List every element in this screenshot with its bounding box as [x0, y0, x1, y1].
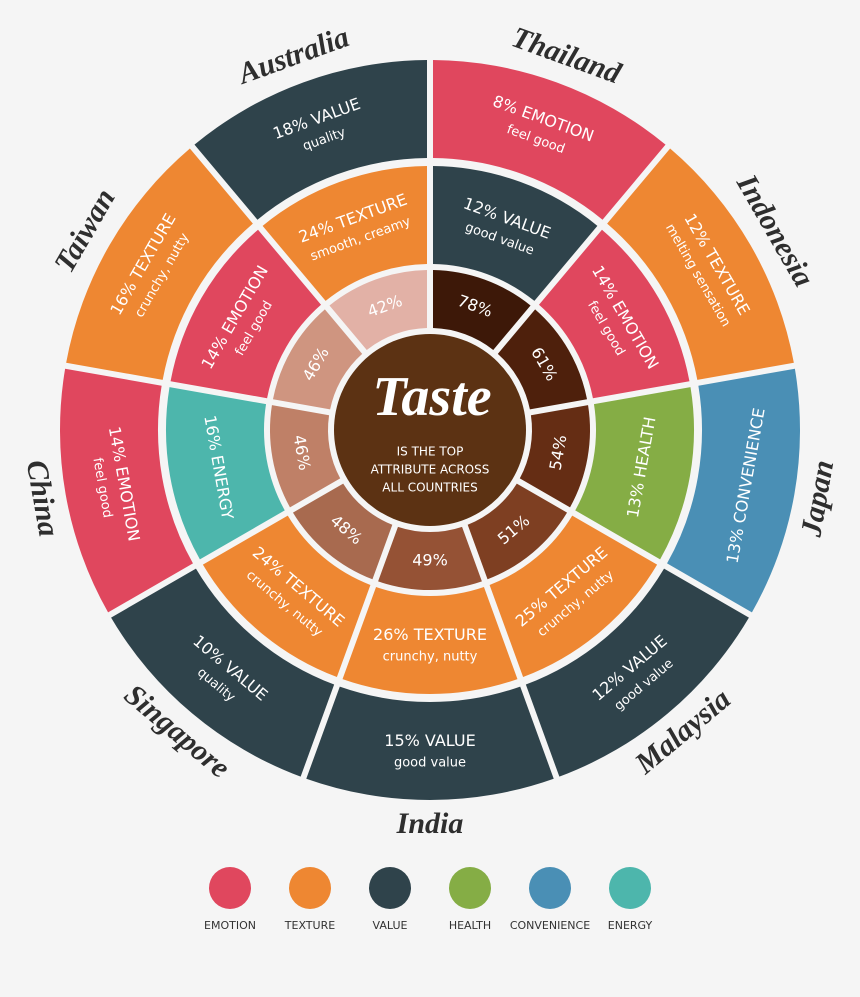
label-group: 26% TEXTURE crunchy, nutty — [373, 625, 487, 665]
attribute-pct: 26% — [373, 625, 409, 644]
outer-segment — [306, 686, 554, 800]
outer-segment — [59, 368, 193, 613]
inner-segment — [262, 166, 428, 301]
inner-segment — [170, 229, 322, 399]
center-title: Taste — [372, 366, 491, 428]
label-group: 15% VALUE good value — [384, 731, 475, 771]
taste-segment — [292, 483, 393, 580]
label-group: India — [396, 807, 464, 840]
inner-segment — [538, 229, 690, 399]
legend-swatch — [529, 867, 571, 909]
center-subtitle: IS THE TOP — [397, 445, 464, 459]
attribute-detail: crunchy, nutty — [383, 650, 478, 665]
inner-segment — [202, 515, 371, 678]
attribute-pct: 15% — [384, 731, 420, 750]
outer-segment — [525, 568, 749, 777]
legend-label: EMOTION — [204, 919, 256, 932]
legend-label: HEALTH — [449, 919, 491, 932]
country-name: China — [20, 458, 66, 539]
attribute-name: VALUE — [425, 731, 476, 750]
attribute-name: TEXTURE — [413, 625, 487, 644]
inner-segment — [432, 166, 598, 301]
country-name: India — [396, 807, 464, 840]
legend-swatch — [369, 867, 411, 909]
taste-segment — [378, 526, 482, 590]
inner-segment — [575, 387, 695, 560]
attribute-label: 26% TEXTURE — [373, 625, 487, 644]
legend-label: VALUE — [373, 919, 408, 932]
legend-swatch — [209, 867, 251, 909]
country-name: Japan — [794, 458, 840, 540]
legend-swatch — [289, 867, 331, 909]
center-subtitle: ATTRIBUTE ACROSS — [371, 463, 490, 477]
attribute-detail: good value — [394, 756, 466, 771]
inner-segment — [166, 387, 285, 560]
attribute-label: 15% VALUE — [384, 731, 475, 750]
outer-segment — [667, 368, 800, 613]
taste-segment — [270, 405, 341, 508]
legend-label: TEXTURE — [284, 919, 335, 932]
outer-segment — [432, 60, 666, 220]
outer-segment — [607, 148, 794, 380]
legend-label: CONVENIENCE — [510, 919, 590, 932]
taste-segment — [329, 270, 428, 350]
inner-segment — [342, 586, 518, 694]
center-subtitle: ALL COUNTRIES — [382, 481, 477, 495]
center-circle — [334, 334, 526, 526]
label-group: 49% — [412, 551, 448, 570]
label-group: Japan — [794, 458, 840, 540]
outer-segment — [194, 60, 428, 220]
legend-swatch — [609, 867, 651, 909]
taste-segment — [497, 309, 588, 410]
taste-segment — [519, 405, 590, 508]
taste-segment — [272, 309, 363, 410]
legend-label: ENERGY — [608, 919, 653, 932]
outer-segment — [66, 148, 253, 380]
inner-segment — [489, 515, 658, 678]
taste-segment — [432, 270, 531, 350]
legend-swatch — [449, 867, 491, 909]
label-group: China — [20, 458, 66, 539]
taste-segment — [467, 483, 568, 580]
taste-label: 49% — [412, 551, 448, 570]
outer-segment — [111, 568, 335, 777]
